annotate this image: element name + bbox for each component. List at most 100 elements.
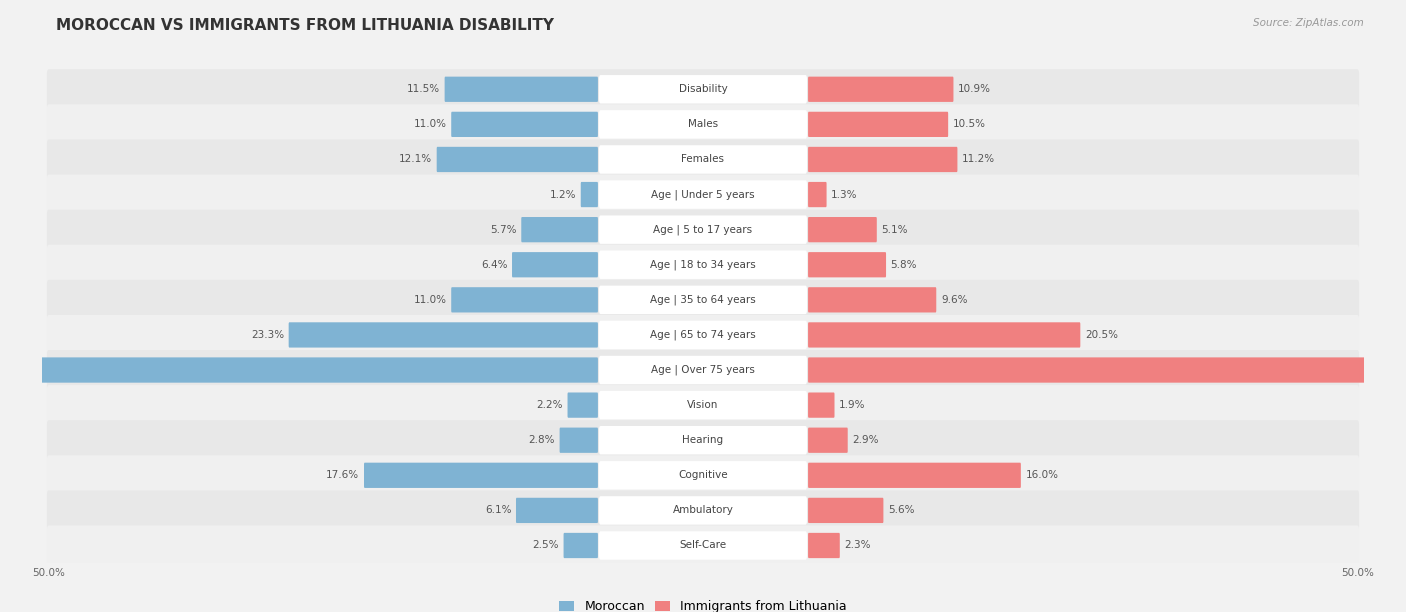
Text: 2.5%: 2.5% [533,540,560,550]
Text: 6.4%: 6.4% [481,259,508,270]
FancyBboxPatch shape [808,112,948,137]
Text: Self-Care: Self-Care [679,540,727,550]
Text: Age | 5 to 17 years: Age | 5 to 17 years [654,225,752,235]
Text: Age | 65 to 74 years: Age | 65 to 74 years [650,330,756,340]
FancyBboxPatch shape [599,531,807,560]
FancyBboxPatch shape [512,252,598,277]
FancyBboxPatch shape [568,392,598,418]
Text: 11.0%: 11.0% [413,295,447,305]
Text: MOROCCAN VS IMMIGRANTS FROM LITHUANIA DISABILITY: MOROCCAN VS IMMIGRANTS FROM LITHUANIA DI… [56,18,554,34]
Text: Ambulatory: Ambulatory [672,506,734,515]
Text: 5.1%: 5.1% [882,225,908,234]
FancyBboxPatch shape [599,75,807,103]
Text: 2.8%: 2.8% [529,435,555,445]
Text: 2.9%: 2.9% [852,435,879,445]
Text: 2.3%: 2.3% [845,540,870,550]
Text: 23.3%: 23.3% [250,330,284,340]
FancyBboxPatch shape [808,147,957,172]
FancyBboxPatch shape [808,533,839,558]
Text: 9.6%: 9.6% [941,295,967,305]
Text: 10.9%: 10.9% [957,84,991,94]
FancyBboxPatch shape [444,76,598,102]
Text: 11.2%: 11.2% [962,154,995,165]
FancyBboxPatch shape [560,428,598,453]
FancyBboxPatch shape [599,321,807,349]
FancyBboxPatch shape [46,315,1360,355]
FancyBboxPatch shape [599,426,807,455]
FancyBboxPatch shape [46,385,1360,425]
FancyBboxPatch shape [451,287,598,313]
FancyBboxPatch shape [46,420,1360,460]
Text: Age | 18 to 34 years: Age | 18 to 34 years [650,259,756,270]
FancyBboxPatch shape [0,357,598,382]
Text: Age | 35 to 64 years: Age | 35 to 64 years [650,294,756,305]
FancyBboxPatch shape [808,182,827,207]
FancyBboxPatch shape [808,323,1080,348]
Text: 6.1%: 6.1% [485,506,512,515]
Text: 1.2%: 1.2% [550,190,576,200]
Text: Vision: Vision [688,400,718,410]
Text: 10.5%: 10.5% [953,119,986,129]
FancyBboxPatch shape [46,350,1360,390]
FancyBboxPatch shape [516,498,598,523]
Text: 17.6%: 17.6% [326,470,360,480]
Text: Age | Under 5 years: Age | Under 5 years [651,189,755,200]
Text: 5.8%: 5.8% [890,259,917,270]
FancyBboxPatch shape [808,428,848,453]
Text: Hearing: Hearing [682,435,724,445]
FancyBboxPatch shape [46,105,1360,144]
FancyBboxPatch shape [46,280,1360,320]
Text: 50.0%: 50.0% [32,569,65,578]
FancyBboxPatch shape [46,490,1360,531]
FancyBboxPatch shape [599,250,807,279]
FancyBboxPatch shape [599,461,807,490]
FancyBboxPatch shape [364,463,598,488]
Text: Source: ZipAtlas.com: Source: ZipAtlas.com [1253,18,1364,28]
Text: 11.5%: 11.5% [406,84,440,94]
Text: Females: Females [682,154,724,165]
FancyBboxPatch shape [46,526,1360,565]
FancyBboxPatch shape [808,463,1021,488]
Text: Males: Males [688,119,718,129]
FancyBboxPatch shape [808,498,883,523]
Text: 50.0%: 50.0% [1341,569,1374,578]
FancyBboxPatch shape [599,356,807,384]
FancyBboxPatch shape [522,217,598,242]
FancyBboxPatch shape [808,76,953,102]
Text: Cognitive: Cognitive [678,470,728,480]
FancyBboxPatch shape [46,455,1360,495]
FancyBboxPatch shape [46,69,1360,110]
FancyBboxPatch shape [46,210,1360,250]
Text: Age | Over 75 years: Age | Over 75 years [651,365,755,375]
Text: 2.2%: 2.2% [537,400,562,410]
FancyBboxPatch shape [599,391,807,419]
FancyBboxPatch shape [599,286,807,314]
FancyBboxPatch shape [451,112,598,137]
Text: 20.5%: 20.5% [1085,330,1118,340]
FancyBboxPatch shape [581,182,598,207]
FancyBboxPatch shape [599,110,807,138]
FancyBboxPatch shape [808,392,835,418]
FancyBboxPatch shape [599,145,807,174]
Text: 1.9%: 1.9% [839,400,866,410]
Text: 16.0%: 16.0% [1025,470,1059,480]
FancyBboxPatch shape [808,287,936,313]
FancyBboxPatch shape [808,252,886,277]
FancyBboxPatch shape [564,533,598,558]
Text: Disability: Disability [679,84,727,94]
FancyBboxPatch shape [288,323,598,348]
FancyBboxPatch shape [46,245,1360,285]
Text: 12.1%: 12.1% [399,154,432,165]
FancyBboxPatch shape [599,215,807,244]
Text: 11.0%: 11.0% [413,119,447,129]
Legend: Moroccan, Immigrants from Lithuania: Moroccan, Immigrants from Lithuania [555,597,851,612]
FancyBboxPatch shape [437,147,598,172]
FancyBboxPatch shape [599,181,807,209]
Text: 5.7%: 5.7% [491,225,516,234]
Text: 1.3%: 1.3% [831,190,858,200]
FancyBboxPatch shape [808,217,877,242]
FancyBboxPatch shape [599,496,807,524]
FancyBboxPatch shape [46,174,1360,215]
FancyBboxPatch shape [46,140,1360,179]
FancyBboxPatch shape [808,357,1403,382]
